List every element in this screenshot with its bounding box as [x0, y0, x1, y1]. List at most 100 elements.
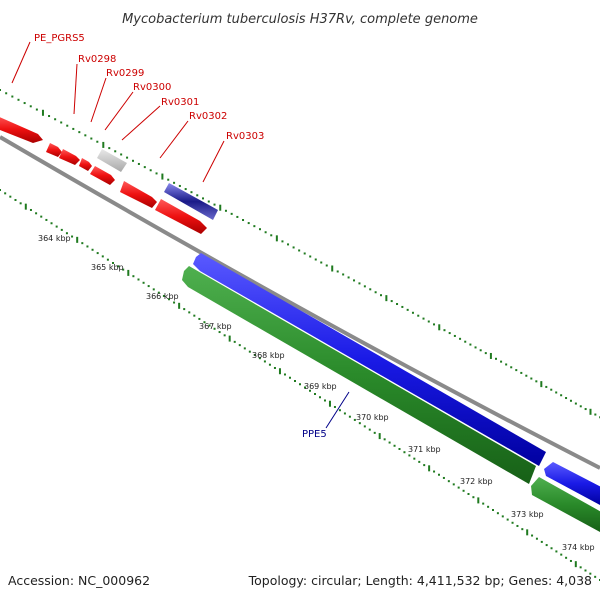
- leader-rv0298: [73, 63, 78, 115]
- outer-tick: [363, 285, 366, 288]
- gene-blue-reverse-2[interactable]: [544, 462, 600, 505]
- inner-tick: [565, 556, 568, 559]
- gene-blue-reverse-1[interactable]: [193, 253, 546, 466]
- inner-tick: [147, 285, 150, 288]
- gene-rv0303[interactable]: [155, 199, 207, 234]
- gene-rv0301[interactable]: [90, 166, 115, 185]
- gene-rv0300[interactable]: [79, 158, 92, 171]
- outer-tick: [495, 357, 497, 360]
- topology-text: Topology: circular; Length: 4,411,532 bp…: [248, 573, 592, 588]
- outer-tick: [555, 391, 558, 394]
- inner-tick: [19, 202, 22, 205]
- gene-pe-pgrs5[interactable]: [0, 115, 43, 143]
- inner-tick: [76, 236, 79, 243]
- outer-tick: [35, 108, 38, 111]
- outer-tick: [560, 394, 563, 397]
- outer-tick: [264, 231, 267, 234]
- inner-tick: [243, 347, 246, 350]
- outer-tick: [23, 102, 26, 105]
- inner-tick: [304, 386, 306, 389]
- outer-tick: [126, 156, 129, 159]
- gene-hypothetical-gray[interactable]: [97, 149, 127, 172]
- outer-tick: [155, 172, 158, 175]
- outer-tick: [336, 270, 339, 273]
- outer-tick: [5, 92, 8, 95]
- outer-tick: [96, 140, 99, 143]
- inner-tick: [223, 334, 226, 337]
- inner-tick: [4, 192, 7, 195]
- gene-green-reverse-2[interactable]: [531, 477, 600, 532]
- label-rv0303: Rv0303: [226, 131, 264, 142]
- gene-rv0302[interactable]: [120, 181, 157, 208]
- inner-tick: [198, 317, 201, 320]
- inner-tick: [545, 544, 548, 547]
- inner-tick: [442, 476, 445, 479]
- inner-tick: [521, 528, 524, 531]
- scale-label: 368 kbp: [252, 351, 285, 360]
- inner-tick: [0, 189, 1, 191]
- outer-tick: [275, 235, 278, 242]
- inner-tick: [560, 553, 563, 556]
- inner-tick: [482, 502, 485, 505]
- inner-tick: [383, 438, 386, 441]
- gene-navy-overlay[interactable]: [164, 183, 218, 220]
- outer-tick: [565, 397, 568, 400]
- outer-tick: [469, 343, 472, 346]
- outer-tick: [406, 308, 409, 311]
- outer-tick: [173, 181, 176, 184]
- inner-tick: [208, 324, 211, 327]
- label-rv0300: Rv0300: [133, 82, 171, 93]
- inner-tick: [328, 400, 331, 407]
- gene-labels: PE_PGRS5 Rv0298 Rv0299 Rv0300 Rv0301 Rv0…: [34, 33, 327, 440]
- outer-tick: [540, 381, 543, 388]
- scale-label: 374 kbp: [562, 543, 595, 552]
- label-rv0302: Rv0302: [189, 111, 227, 122]
- inner-tick: [111, 261, 114, 264]
- inner-tick: [183, 308, 186, 311]
- inner-tick: [71, 235, 74, 238]
- outer-tick: [178, 184, 181, 187]
- outer-tick: [207, 200, 210, 203]
- inner-tick: [213, 327, 216, 330]
- outer-tick: [149, 169, 152, 172]
- outer-tick: [236, 215, 239, 218]
- outer-tick: [422, 317, 425, 320]
- outer-tick: [143, 166, 146, 169]
- outer-tick: [380, 294, 382, 297]
- outer-tick: [401, 305, 404, 308]
- leader-rv0302: [159, 120, 189, 159]
- inner-tick: [403, 451, 406, 454]
- inner-tick: [589, 572, 592, 575]
- inner-tick: [457, 486, 460, 489]
- outer-tick: [161, 173, 164, 180]
- outer-tick: [353, 279, 356, 282]
- outer-tick: [325, 264, 328, 267]
- outer-tick: [41, 109, 44, 116]
- scale-label: 369 kbp: [304, 382, 337, 391]
- outer-tick: [281, 240, 284, 243]
- inner-tick: [491, 508, 494, 511]
- leader-pe-pgrs5: [11, 41, 31, 84]
- inner-tick: [318, 396, 321, 399]
- outer-tick: [443, 329, 446, 332]
- leader-rv0303: [202, 140, 225, 183]
- inner-tick: [433, 470, 436, 473]
- inner-tick: [218, 331, 221, 334]
- forward-strand-genes: [0, 115, 218, 234]
- leader-rv0301: [121, 105, 161, 141]
- outer-tick: [298, 249, 301, 252]
- inner-tick: [540, 540, 543, 543]
- inner-tick: [574, 561, 577, 568]
- gene-rv0298[interactable]: [46, 143, 62, 157]
- gene-rv0299[interactable]: [59, 149, 80, 165]
- outer-tick: [137, 162, 140, 165]
- outer-tick: [474, 346, 477, 349]
- outer-tick: [438, 324, 441, 331]
- leader-ppe5: [325, 391, 350, 429]
- outer-tick: [579, 405, 582, 408]
- inner-tick: [86, 245, 89, 248]
- outer-tick: [569, 399, 572, 402]
- outer-tick: [167, 178, 170, 181]
- inner-tick: [60, 228, 63, 231]
- gene-ppe5[interactable]: [182, 266, 536, 484]
